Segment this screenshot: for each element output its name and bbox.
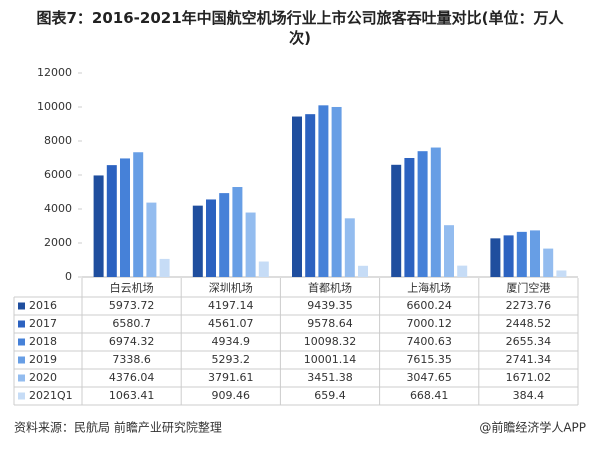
table-cell: 2448.52 (506, 317, 552, 330)
table-cell: 5973.72 (109, 299, 155, 312)
x-tick-label: 首都机场 (308, 281, 352, 295)
bar (503, 235, 514, 277)
legend-label: 2020 (29, 371, 57, 384)
table-cell: 3047.65 (406, 371, 452, 384)
table-cell: 6974.32 (109, 335, 155, 348)
table-cell: 10098.32 (304, 335, 357, 348)
bar (292, 116, 302, 277)
legend-label: 2018 (29, 335, 57, 348)
chart-title: 图表7：2016-2021年中国航空机场行业上市公司旅客吞吐量对比(单位：万人次… (36, 9, 564, 47)
table-cell: 1063.41 (109, 389, 155, 402)
table-cell: 2273.76 (506, 299, 552, 312)
bar (192, 205, 203, 277)
bar (358, 265, 368, 277)
table-cell: 1671.02 (506, 371, 552, 384)
table-cell: 909.46 (212, 389, 251, 402)
y-tick-label: 6000 (44, 168, 72, 181)
bar (516, 231, 527, 277)
bar (417, 151, 428, 277)
table-cell: 9578.64 (307, 317, 353, 330)
bar (530, 230, 540, 277)
y-tick-label: 12000 (37, 66, 72, 79)
table-cell: 10001.14 (304, 353, 357, 366)
legend-swatch (18, 302, 25, 310)
brand-note: @前瞻经济学人APP (479, 420, 586, 435)
table-cell: 6580.7 (112, 317, 151, 330)
table-cell: 5293.2 (212, 353, 251, 366)
bar (159, 258, 170, 277)
bar (305, 114, 316, 277)
bar (344, 218, 355, 277)
x-tick-label: 厦门空港 (506, 281, 550, 295)
legend-label: 2016 (29, 299, 57, 312)
table-cell: 6600.24 (406, 299, 452, 312)
x-tick-label: 深圳机场 (209, 281, 253, 295)
table-cell: 3791.61 (208, 371, 254, 384)
bar (206, 199, 216, 277)
legend-label: 2021Q1 (29, 389, 73, 402)
y-tick-label: 4000 (44, 202, 72, 215)
x-tick-label: 白云机场 (110, 281, 154, 295)
table-cell: 9439.35 (307, 299, 353, 312)
table-cell: 4376.04 (109, 371, 155, 384)
table-cell: 7400.63 (406, 335, 452, 348)
y-tick-label: 2000 (44, 236, 72, 249)
bar (106, 165, 117, 277)
legend-label: 2017 (29, 317, 57, 330)
table-cell: 668.41 (410, 389, 449, 402)
bar (93, 175, 104, 277)
legend-label: 2019 (29, 353, 57, 366)
table-cell: 2655.34 (506, 335, 552, 348)
legend-swatch (18, 320, 25, 328)
legend-swatch (18, 392, 25, 400)
bar (543, 248, 554, 277)
table-cell: 7615.35 (406, 353, 452, 366)
legend-swatch (18, 374, 25, 382)
x-tick-label: 上海机场 (407, 281, 451, 295)
table-cell: 4561.07 (208, 317, 254, 330)
table-cell: 659.4 (314, 389, 346, 402)
bar (258, 261, 269, 277)
table-cell: 7338.6 (112, 353, 151, 366)
legend-swatch (18, 338, 25, 346)
bar (120, 158, 130, 277)
bar (444, 225, 454, 277)
table-cell: 384.4 (513, 389, 545, 402)
table-cell: 7000.12 (406, 317, 452, 330)
bar (146, 202, 157, 277)
bar (232, 187, 243, 277)
bar (219, 193, 230, 277)
bar (133, 152, 144, 277)
table-cell: 2741.34 (506, 353, 552, 366)
table-cell: 4197.14 (208, 299, 254, 312)
y-tick-label: 0 (65, 270, 72, 283)
bar (331, 106, 342, 277)
legend-swatch (18, 356, 25, 364)
bar (391, 164, 402, 277)
bar (404, 157, 415, 277)
source-note: 资料来源：民航局 前瞻产业研究院整理 (14, 420, 222, 435)
table-cell: 3451.38 (307, 371, 353, 384)
y-tick-label: 8000 (44, 134, 72, 147)
table-cell: 4934.9 (212, 335, 251, 348)
bar (318, 105, 329, 278)
y-tick-label: 10000 (37, 100, 72, 113)
bar (457, 265, 468, 277)
bar (245, 212, 256, 277)
bar (490, 238, 501, 277)
bar (430, 147, 441, 277)
bar (556, 270, 567, 277)
